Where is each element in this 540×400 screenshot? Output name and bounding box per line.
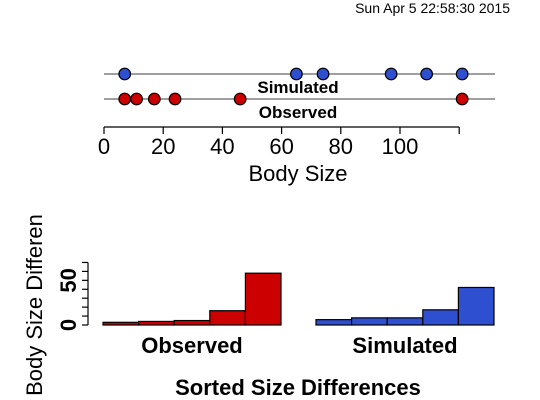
category-label-simulated: Simulated bbox=[352, 333, 457, 358]
x-tick-label-20: 20 bbox=[151, 134, 175, 159]
y-tick-label-50: 50 bbox=[56, 268, 81, 292]
y-tick-label-0: 0 bbox=[56, 319, 81, 331]
observed-series-label: Observed bbox=[259, 103, 337, 122]
bar-simulated-4 bbox=[457, 286, 495, 326]
category-labels: Observed Simulated bbox=[141, 333, 457, 358]
x-axis-title: Body Size bbox=[248, 161, 347, 186]
bar-simulated-3 bbox=[422, 309, 459, 326]
dot-observed-0 bbox=[118, 92, 132, 106]
bar-simulated-2 bbox=[386, 317, 424, 326]
bar-plot: 0 50 Body Size Differen Observed Simulated… bbox=[22, 214, 495, 400]
dot-observed-5 bbox=[455, 92, 469, 106]
bar-observed-3 bbox=[209, 310, 247, 326]
bar-observed-2 bbox=[173, 319, 211, 326]
y-axis-ticks: 0 50 bbox=[56, 261, 88, 331]
dot-group bbox=[118, 67, 469, 106]
dot-observed-2 bbox=[147, 92, 161, 106]
timestamp: Sun Apr 5 22:58:30 2015 bbox=[355, 0, 510, 16]
dot-simulated-0 bbox=[118, 67, 132, 81]
dot-observed-4 bbox=[233, 92, 247, 106]
bar-chart-title: Sorted Size Differences bbox=[175, 375, 421, 400]
bar-simulated-1 bbox=[351, 317, 388, 326]
dot-plot: Simulated Observed 0 20 40 60 80 100 Body Siz… bbox=[98, 67, 495, 186]
dot-simulated-4 bbox=[420, 67, 434, 81]
x-tick-label-60: 60 bbox=[269, 134, 293, 159]
dot-observed-3 bbox=[168, 92, 182, 106]
x-axis-ticks: 0 20 40 60 80 100 bbox=[98, 127, 460, 159]
y-axis-title: Body Size Differen bbox=[22, 214, 47, 396]
dot-simulated-3 bbox=[384, 67, 398, 81]
dot-simulated-2 bbox=[316, 67, 330, 81]
simulated-series-label: Simulated bbox=[257, 78, 338, 97]
x-tick-label-80: 80 bbox=[329, 134, 353, 159]
dot-simulated-5 bbox=[455, 67, 469, 81]
bar-simulated-0 bbox=[315, 319, 353, 326]
x-tick-label-40: 40 bbox=[210, 134, 234, 159]
bar-observed-1 bbox=[138, 320, 175, 326]
dot-observed-1 bbox=[130, 92, 143, 106]
category-label-observed: Observed bbox=[141, 333, 243, 358]
bar-group bbox=[102, 272, 495, 326]
x-tick-label-0: 0 bbox=[98, 134, 110, 159]
bar-observed-4 bbox=[244, 272, 282, 326]
x-tick-label-100: 100 bbox=[382, 134, 419, 159]
dot-simulated-1 bbox=[290, 67, 303, 81]
bar-observed-0 bbox=[102, 321, 140, 326]
